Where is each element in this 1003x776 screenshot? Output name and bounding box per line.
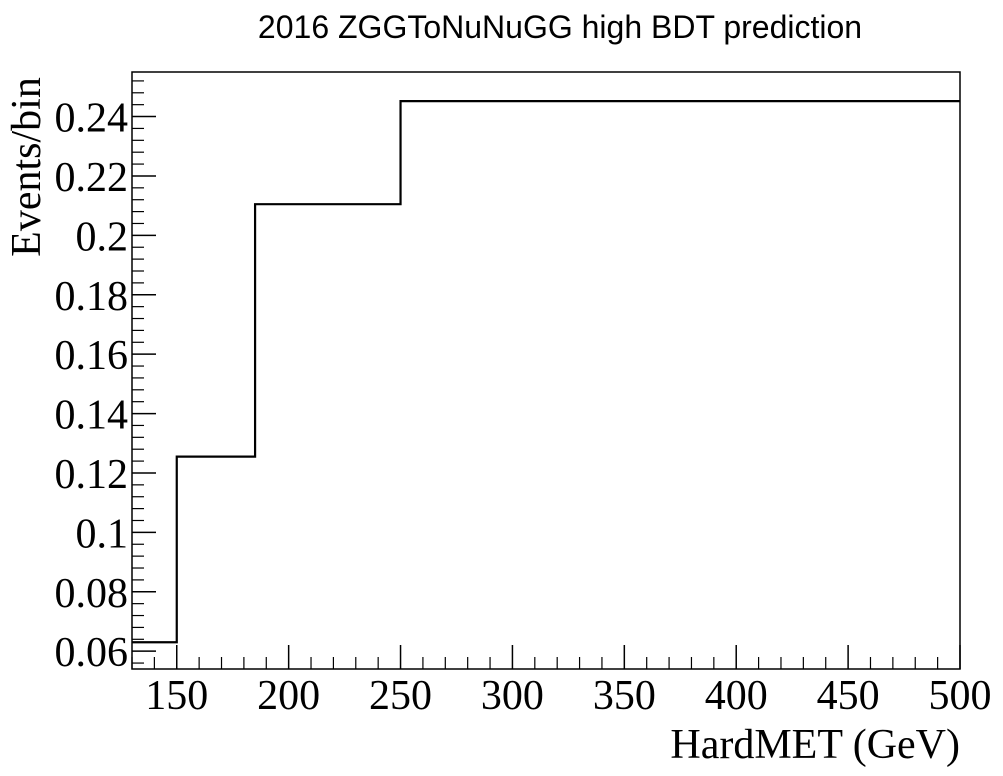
axis-tick-labels: 150 200 250 300 350 400 450 500 0.06 0.08 0.1 0.12 0… (55, 96, 992, 719)
y-tick-label: 0.14 (55, 393, 129, 439)
x-tick-label: 400 (705, 673, 768, 719)
x-tick-label: 500 (929, 673, 992, 719)
y-tick-label: 0.06 (55, 630, 129, 676)
x-tick-label: 250 (369, 673, 432, 719)
x-axis-label: HardMET (GeV) (670, 722, 960, 768)
y-tick-label: 0.16 (55, 333, 129, 379)
y-tick-label: 0.22 (55, 155, 129, 201)
x-tick-label: 300 (481, 673, 544, 719)
x-tick-label: 350 (593, 673, 656, 719)
x-tick-label: 200 (257, 673, 320, 719)
y-tick-label: 0.24 (55, 96, 129, 142)
y-tick-label: 0.18 (55, 274, 129, 320)
x-tick-label: 450 (817, 673, 880, 719)
y-tick-label: 0.1 (76, 511, 129, 557)
y-tick-label: 0.2 (76, 214, 129, 260)
y-axis-label: Events/bin (4, 77, 50, 257)
axis-ticks (131, 80, 961, 669)
y-tick-label: 0.12 (55, 452, 129, 498)
histogram-line (132, 100, 960, 644)
plot-frame (131, 71, 961, 670)
y-tick-label: 0.08 (55, 571, 129, 617)
chart-title: 2016 ZGGToNuNuGG high BDT prediction (258, 9, 862, 45)
x-tick-label: 150 (145, 673, 208, 719)
histogram-series (132, 100, 960, 644)
